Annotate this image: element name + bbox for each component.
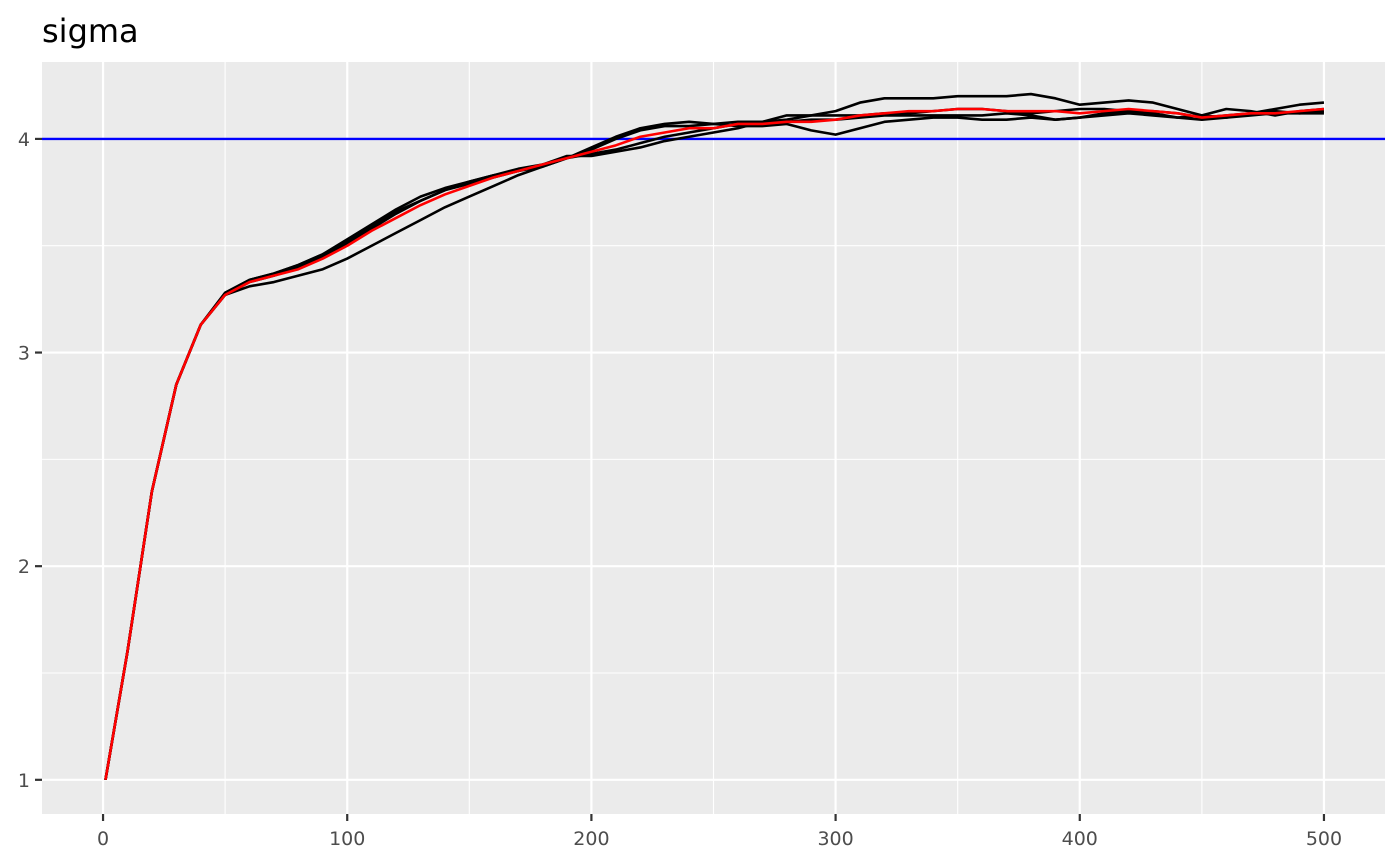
x-tick-label: 500 [1306,828,1342,850]
series-lines [104,92,1325,781]
x-axis: 0 100 200 300 400 500 [97,814,1342,850]
y-tick-label: 1 [18,770,30,792]
x-tick-label: 0 [97,828,109,850]
x-tick-label: 400 [1062,828,1098,850]
chart-title: sigma [42,12,139,50]
x-tick-label: 300 [817,828,853,850]
y-tick-label: 2 [18,556,30,578]
y-tick-label: 4 [18,129,30,151]
x-tick-label: 100 [329,828,365,850]
y-axis: 1 2 3 4 [18,129,42,792]
series-line-mean [104,107,1325,781]
minor-gridlines [42,62,1385,814]
x-tick-label: 200 [573,828,609,850]
y-tick-label: 3 [18,343,30,365]
